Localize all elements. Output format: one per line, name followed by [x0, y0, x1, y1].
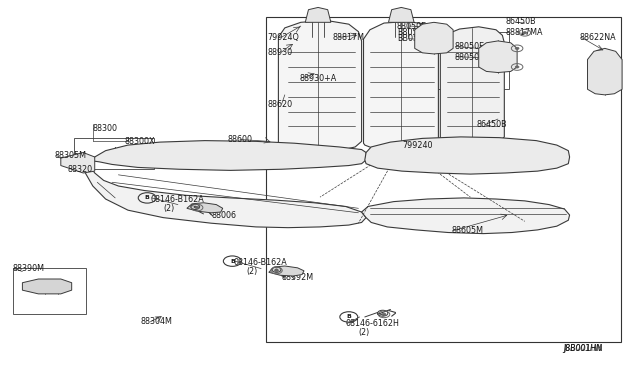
Text: 88930+A: 88930+A	[300, 74, 337, 83]
Text: B: B	[346, 314, 351, 320]
Polygon shape	[388, 7, 414, 22]
Text: J8B001HN: J8B001HN	[563, 344, 602, 353]
Text: 88304M: 88304M	[141, 317, 173, 326]
Polygon shape	[362, 198, 570, 234]
Text: 88050E: 88050E	[454, 42, 484, 51]
Text: 88600: 88600	[227, 135, 252, 144]
Polygon shape	[365, 137, 570, 174]
Text: 88006: 88006	[211, 211, 236, 220]
Polygon shape	[415, 22, 453, 54]
Text: 88320: 88320	[67, 165, 92, 174]
Text: 87648E: 87648E	[27, 285, 57, 294]
Polygon shape	[479, 41, 517, 73]
Circle shape	[523, 32, 527, 34]
Text: 88300: 88300	[93, 124, 118, 133]
Text: (2): (2)	[163, 204, 175, 213]
Circle shape	[194, 206, 196, 208]
Text: 88390M: 88390M	[13, 264, 45, 273]
Polygon shape	[364, 22, 438, 151]
Text: 88392M: 88392M	[282, 273, 314, 282]
Polygon shape	[90, 141, 366, 170]
Polygon shape	[83, 166, 366, 228]
Polygon shape	[440, 27, 504, 148]
Polygon shape	[305, 7, 331, 22]
Text: 88050E: 88050E	[397, 22, 427, 31]
Text: 08146-6162H: 08146-6162H	[346, 319, 399, 328]
Text: 79924Q: 79924Q	[268, 33, 300, 42]
Text: 88300X: 88300X	[125, 137, 156, 146]
Text: 88817MA: 88817MA	[506, 28, 543, 37]
Text: 86450B: 86450B	[477, 120, 508, 129]
Circle shape	[275, 269, 278, 270]
Text: 88622NA: 88622NA	[579, 33, 616, 42]
Text: 88305M: 88305M	[54, 151, 86, 160]
Text: 88817M: 88817M	[333, 33, 365, 42]
Polygon shape	[61, 153, 95, 173]
Text: 08146-B162A: 08146-B162A	[150, 195, 204, 203]
Text: 799240: 799240	[402, 141, 433, 150]
Polygon shape	[278, 20, 362, 151]
Text: 88620: 88620	[268, 100, 292, 109]
Text: (2): (2)	[246, 267, 258, 276]
Circle shape	[275, 269, 278, 272]
Circle shape	[382, 313, 386, 315]
Polygon shape	[187, 203, 223, 213]
Text: BB050E: BB050E	[397, 34, 428, 43]
Text: 08146-B162A: 08146-B162A	[234, 258, 287, 267]
Text: 88930: 88930	[268, 48, 292, 57]
Text: 86450B: 86450B	[506, 17, 536, 26]
Text: B: B	[230, 259, 235, 264]
Text: (2): (2)	[358, 328, 370, 337]
Text: 88050E: 88050E	[454, 53, 484, 62]
Circle shape	[195, 206, 199, 209]
Polygon shape	[588, 48, 622, 95]
Text: J8B001HN: J8B001HN	[563, 344, 603, 353]
Circle shape	[515, 47, 519, 49]
Polygon shape	[22, 279, 72, 294]
Text: B8050E: B8050E	[397, 28, 428, 37]
Text: 88605M: 88605M	[451, 226, 483, 235]
Text: B: B	[145, 195, 150, 201]
Circle shape	[515, 66, 519, 68]
Polygon shape	[269, 266, 304, 276]
